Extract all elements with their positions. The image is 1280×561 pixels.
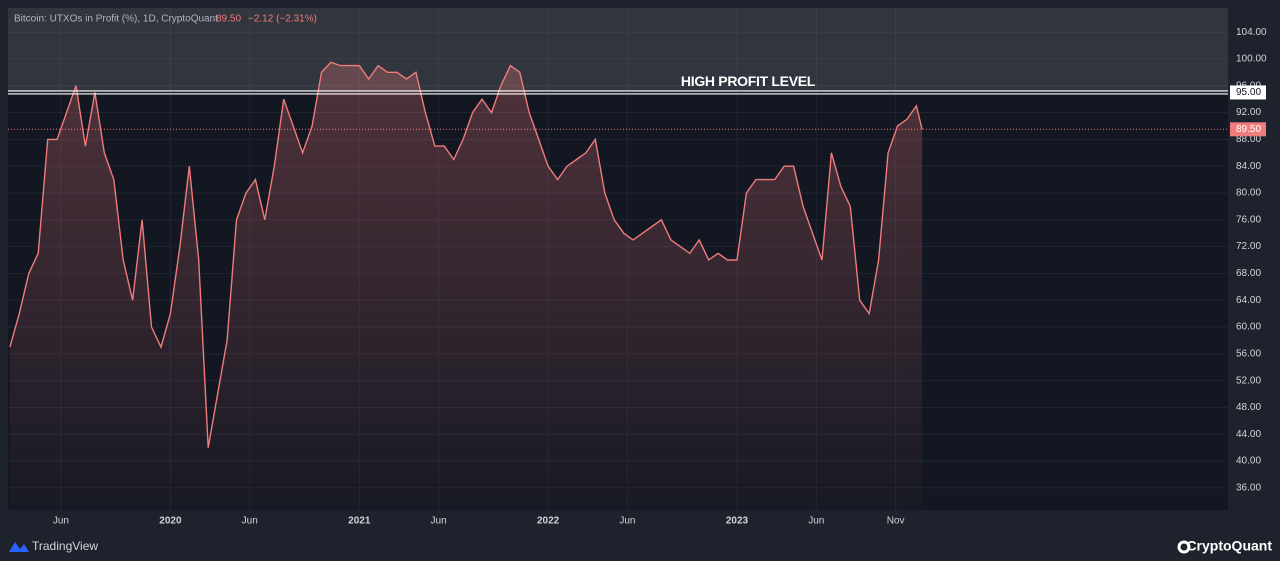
x-tick-label: 2023	[726, 516, 749, 527]
y-tick-label: 60.00	[1236, 322, 1261, 333]
y-tick-label: 56.00	[1236, 348, 1261, 359]
last-label: 89.50	[1236, 124, 1261, 135]
y-tick-label: 68.00	[1236, 268, 1261, 279]
y-tick-label: 76.00	[1236, 214, 1261, 225]
footer-bar	[0, 530, 1280, 561]
y-tick-label: 44.00	[1236, 429, 1261, 440]
x-tick-label: 2020	[159, 516, 182, 527]
x-tick-label: Jun	[53, 516, 69, 527]
y-tick-label: 72.00	[1236, 241, 1261, 252]
x-tick-label: Jun	[242, 516, 258, 527]
area	[9, 62, 923, 511]
hline-label: 95.00	[1236, 87, 1261, 98]
x-tick-label: 2022	[537, 516, 560, 527]
tradingview-logo	[9, 542, 29, 552]
y-tick-label: 104.00	[1236, 27, 1267, 38]
x-tick-label: Jun	[619, 516, 635, 527]
last-value: 89.50	[216, 14, 241, 25]
chart-title: Bitcoin: UTXOs in Profit (%), 1D, Crypto…	[14, 14, 218, 25]
y-tick-label: 52.00	[1236, 375, 1261, 386]
annotation: HIGH PROFIT LEVEL	[681, 73, 816, 89]
high-zone	[8, 8, 1228, 93]
change: −2.12 (−2.31%)	[248, 14, 317, 25]
footer-left: TradingView	[32, 539, 98, 553]
hline-label-box	[1230, 85, 1266, 100]
x-tick-label: 2021	[348, 516, 371, 527]
y-tick-label: 36.00	[1236, 483, 1261, 494]
y-tick-label: 84.00	[1236, 161, 1261, 172]
y-tick-label: 80.00	[1236, 188, 1261, 199]
x-tick-label: Jun	[431, 516, 447, 527]
y-tick-label: 48.00	[1236, 402, 1261, 413]
tv-icon	[9, 542, 29, 552]
y-tick-label: 92.00	[1236, 107, 1261, 118]
x-tick-label: Jun	[808, 516, 824, 527]
footer-right: CryptoQuant	[1186, 538, 1272, 554]
y-tick-label: 100.00	[1236, 54, 1267, 65]
x-tick-label: Nov	[887, 516, 905, 527]
y-tick-label: 64.00	[1236, 295, 1261, 306]
cq-icon	[1177, 540, 1191, 554]
y-tick-label: 40.00	[1236, 456, 1261, 467]
line	[9, 61, 923, 448]
y-tick-label: 88.00	[1236, 134, 1261, 145]
last-label-box	[1230, 122, 1266, 137]
